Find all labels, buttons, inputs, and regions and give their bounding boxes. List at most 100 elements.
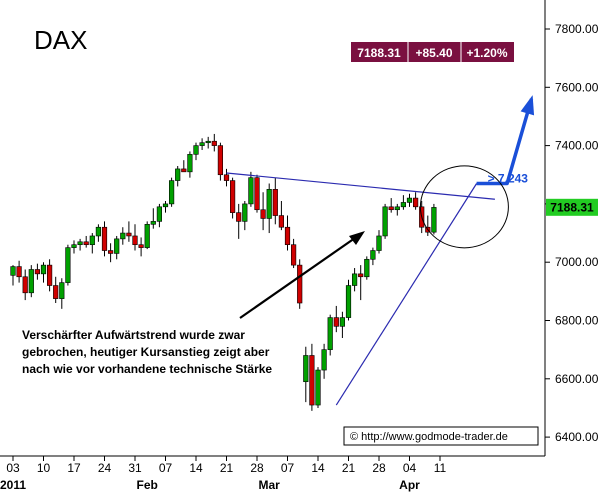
candle (193, 142, 199, 161)
y-tick-label: 7400.00 (555, 139, 598, 153)
candle-body (71, 244, 77, 248)
current-price-marker: 7188.31 (546, 198, 598, 216)
candle-body (230, 180, 236, 213)
candle (89, 233, 95, 254)
x-axis-ticks: 03 10 17 24 31 07 14 21 28 07 14 21 28 04 11 2011 Feb Mar… (0, 456, 447, 492)
candle-body (431, 207, 437, 233)
candle-body (309, 355, 315, 406)
candle-body (162, 203, 169, 208)
candle (95, 224, 101, 242)
candle-body (315, 369, 321, 406)
candle (406, 193, 413, 207)
candle (120, 227, 126, 245)
y-tick-label: 6400.00 (555, 430, 598, 444)
candle-body (95, 226, 101, 237)
candle-body (290, 244, 297, 266)
x-month-label: Apr (399, 478, 420, 492)
x-month-label: Feb (137, 478, 158, 492)
candle-body (278, 215, 285, 228)
x-tick-label: 14 (311, 461, 325, 475)
candle (16, 260, 22, 283)
candle (412, 192, 419, 210)
candle (297, 259, 303, 309)
candle (303, 346, 309, 403)
candles (10, 133, 437, 411)
candle (199, 138, 205, 150)
candle-body (132, 235, 138, 246)
candle-body (144, 224, 150, 248)
candle (126, 221, 132, 242)
candle (46, 259, 53, 292)
candle (217, 142, 224, 181)
candle-body (327, 317, 333, 350)
candle (321, 343, 327, 379)
quote-last: 7188.31 (357, 46, 401, 60)
candle (40, 262, 47, 283)
annotation-line-2: gebrochen, heutiger Kursanstieg zeigt ab… (22, 345, 270, 359)
candle (83, 235, 89, 248)
candle (309, 343, 315, 411)
candle-body (169, 180, 175, 205)
candle-body (10, 266, 16, 276)
candle-body (382, 206, 388, 237)
target-arrow-head (520, 95, 535, 116)
candle (211, 133, 217, 152)
candle (254, 174, 260, 213)
y-tick-label: 7600.00 (555, 80, 598, 94)
candle-body (351, 273, 358, 286)
target-label: > 7.243 (488, 171, 529, 185)
highlight-circle (419, 165, 509, 249)
candle (351, 268, 358, 292)
target-arrow-line (476, 98, 534, 186)
candle (230, 177, 236, 219)
candle-body (345, 285, 352, 318)
x-tick-label: 03 (6, 461, 20, 475)
copyright-text: © http://www.godmode-trader.de (350, 431, 508, 443)
candle-body (242, 203, 248, 222)
candle-body (16, 266, 22, 278)
x-tick-label: 28 (372, 461, 386, 475)
candle-body (223, 174, 230, 181)
candle-body (65, 247, 71, 283)
candle-body (412, 197, 419, 208)
candle-body (376, 235, 382, 251)
candle-body (339, 317, 346, 327)
candle-body (333, 317, 339, 327)
x-tick-label: 10 (37, 461, 51, 475)
y-tick-label: 6600.00 (555, 372, 598, 386)
candle (150, 208, 156, 229)
candle (327, 314, 333, 356)
candle (431, 203, 437, 235)
candle-body (364, 258, 370, 278)
candle-body (266, 189, 272, 219)
candle-body (120, 232, 126, 240)
candle (345, 279, 352, 321)
candle (10, 265, 16, 286)
y-tick-label: 6800.00 (555, 314, 598, 328)
x-tick-label: 17 (67, 461, 81, 475)
candle (236, 203, 242, 239)
candle (278, 200, 285, 231)
y-tick-label: 7000.00 (555, 255, 598, 269)
candle (333, 305, 339, 333)
x-tick-label: 04 (403, 461, 417, 475)
x-tick-label: 31 (128, 461, 142, 475)
candle (175, 166, 181, 187)
candle (400, 195, 407, 210)
candle (339, 311, 346, 338)
candle-body (236, 212, 242, 222)
candle-body (297, 264, 303, 304)
candle (364, 256, 370, 280)
x-month-label: Mar (259, 478, 281, 492)
candle-body (89, 235, 95, 246)
candle-body (205, 140, 211, 144)
candle-body (370, 250, 376, 260)
candle-body (28, 269, 34, 294)
candle (223, 168, 230, 187)
candle-body (254, 177, 260, 211)
candle (394, 203, 400, 216)
candle (248, 171, 254, 207)
current-price-label: 7188.31 (550, 200, 594, 214)
